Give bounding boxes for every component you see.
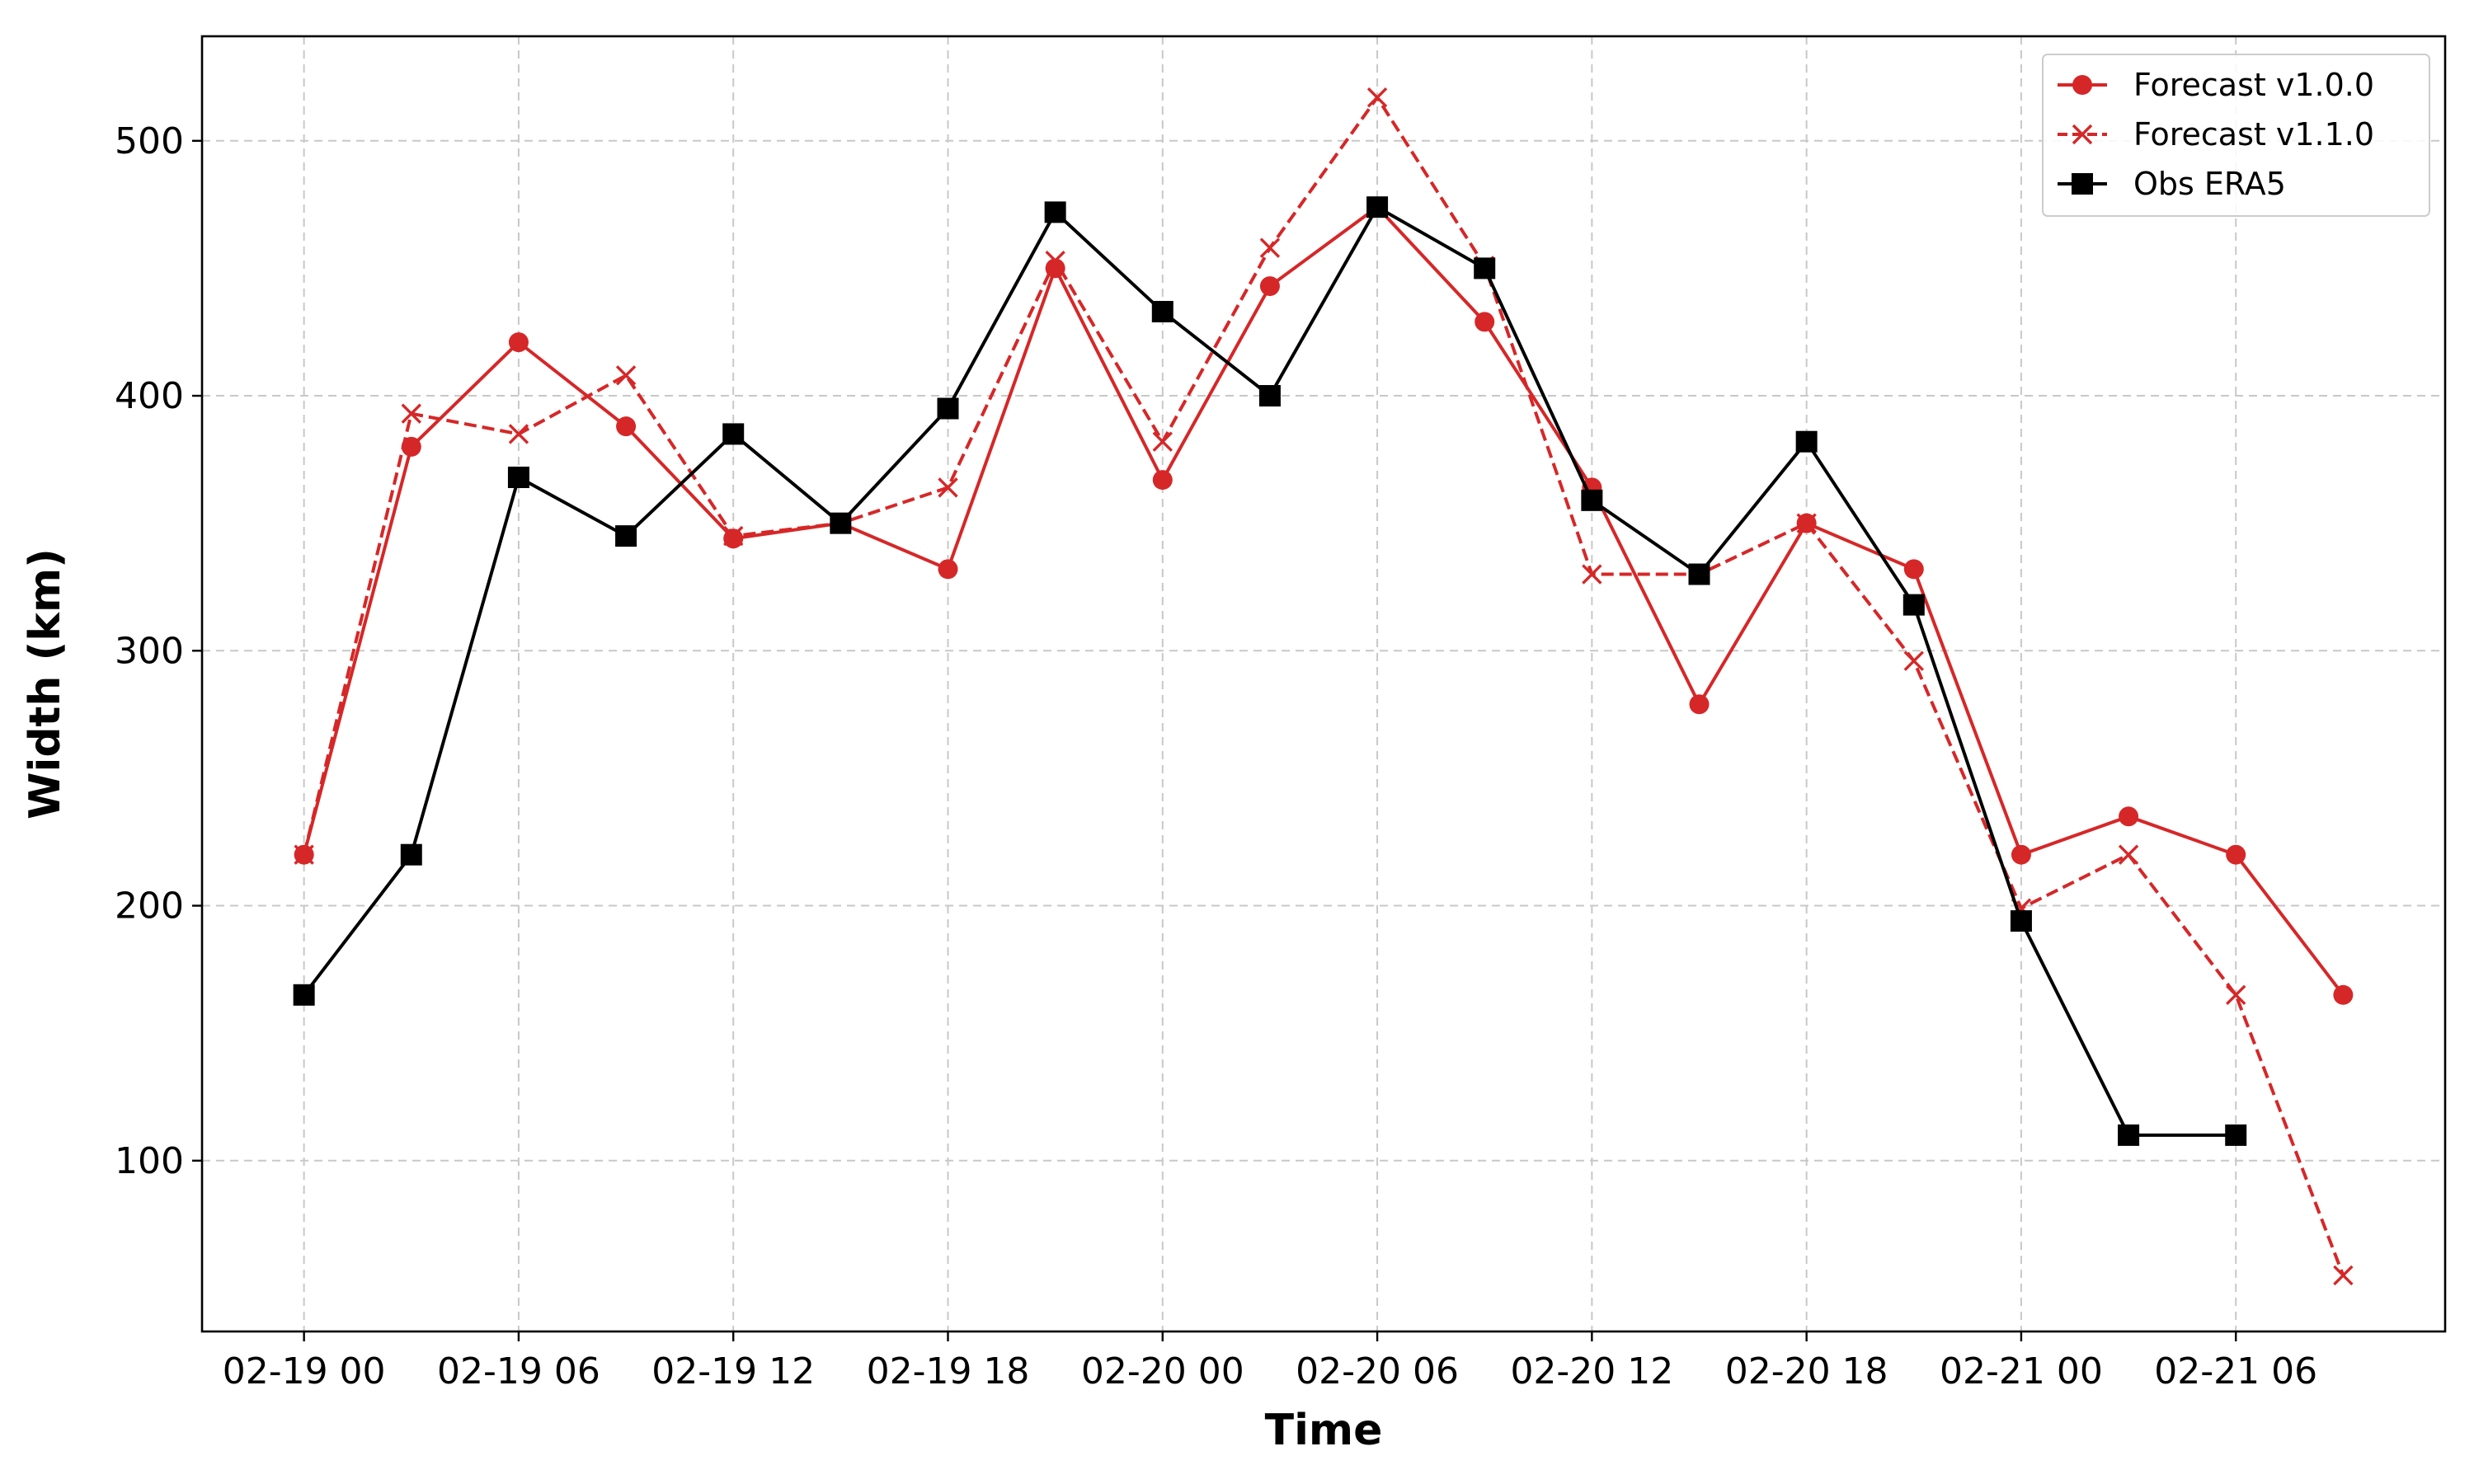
series-1 xyxy=(294,197,2354,1005)
data-point xyxy=(723,528,744,549)
data-point xyxy=(2119,806,2139,827)
data-point xyxy=(1045,250,1065,271)
x-tick-label: 02-21 06 xyxy=(2154,1350,2317,1392)
legend-item: Obs ERA5 xyxy=(2058,166,2286,202)
data-point xyxy=(937,397,959,420)
legend-marker xyxy=(2072,124,2093,145)
data-point xyxy=(1259,276,1280,297)
data-point xyxy=(615,365,637,386)
axis-ticks: 100 200 300 400 500 02-19 00 02-19 06 02-19 12 0… xyxy=(115,120,2317,1392)
data-point xyxy=(723,525,744,547)
data-point xyxy=(1259,237,1281,258)
data-point xyxy=(401,403,421,424)
y-tick-label: 200 xyxy=(115,885,184,928)
data-point xyxy=(2226,844,2246,865)
data-point xyxy=(1366,87,1388,108)
y-axis-title: Width (km) xyxy=(21,548,70,819)
data-point xyxy=(508,332,529,353)
data-point xyxy=(722,423,745,445)
data-point xyxy=(1903,559,1924,580)
data-point xyxy=(1045,258,1065,279)
data-point xyxy=(938,477,958,498)
series-2 xyxy=(294,87,2354,1286)
x-tick-label: 02-21 00 xyxy=(1940,1350,2103,1392)
data-point xyxy=(1688,563,1710,585)
legend-marker xyxy=(2072,75,2092,95)
data-point xyxy=(2226,984,2246,1005)
data-point xyxy=(2118,1124,2140,1146)
data-point xyxy=(1689,694,1710,715)
series-line xyxy=(302,205,2345,997)
x-tick-label: 02-20 18 xyxy=(1725,1350,1888,1392)
legend-box xyxy=(2042,54,2430,217)
data-point xyxy=(508,424,529,444)
data-point xyxy=(294,844,314,865)
data-point xyxy=(1258,385,1281,407)
x-tick-label: 02-19 18 xyxy=(867,1350,1030,1392)
data-point xyxy=(616,416,637,437)
data-point xyxy=(938,559,958,580)
x-tick-label: 02-19 00 xyxy=(223,1350,386,1392)
data-point xyxy=(1475,312,1495,332)
x-tick-label: 02-20 06 xyxy=(1296,1350,1459,1392)
grid xyxy=(202,36,2445,1331)
data-point xyxy=(2010,910,2032,932)
data-point xyxy=(2333,1265,2354,1286)
series-line xyxy=(302,96,2345,1276)
data-point xyxy=(1152,470,1173,491)
data-point xyxy=(615,525,637,547)
series-3 xyxy=(293,196,2247,1146)
y-tick-label: 100 xyxy=(115,1140,184,1182)
x-tick-label: 02-20 12 xyxy=(1510,1350,1673,1392)
data-point xyxy=(507,467,529,489)
legend-item: Forecast v1.1.0 xyxy=(2058,116,2374,153)
legend: Forecast v1.0.0 Forecast v1.1.0 Obs ERA5 xyxy=(2042,54,2430,217)
data-point xyxy=(1903,594,1925,616)
data-point xyxy=(1795,430,1818,453)
y-tick-label: 500 xyxy=(115,120,184,162)
data-point xyxy=(1903,650,1924,671)
data-point xyxy=(1366,196,1389,218)
x-tick-label: 02-20 00 xyxy=(1081,1350,1244,1392)
data-point xyxy=(1582,564,1602,585)
legend-label: Forecast v1.1.0 xyxy=(2133,116,2374,153)
data-point xyxy=(2118,844,2139,865)
data-point xyxy=(1796,513,1817,533)
data-point xyxy=(401,436,421,457)
data-point xyxy=(1151,300,1174,322)
data-point xyxy=(1044,201,1066,223)
legend-item: Forecast v1.0.0 xyxy=(2058,67,2374,103)
data-point xyxy=(400,843,422,866)
legend-marker xyxy=(2072,173,2093,195)
data-point xyxy=(293,984,315,1006)
legend-label: Obs ERA5 xyxy=(2133,166,2286,202)
x-tick-label: 02-19 06 xyxy=(437,1350,600,1392)
legend-label: Forecast v1.0.0 xyxy=(2133,67,2374,103)
x-tick-label: 02-19 12 xyxy=(651,1350,815,1392)
data-point xyxy=(1581,489,1603,511)
series-line xyxy=(303,205,2236,1137)
data-point xyxy=(2333,984,2354,1005)
data-point xyxy=(2011,844,2031,865)
plot-frame xyxy=(200,35,2447,1333)
data-point xyxy=(1474,257,1496,279)
data-point xyxy=(830,512,852,534)
x-axis-title: Time xyxy=(1265,1406,1383,1455)
data-point xyxy=(2225,1124,2247,1146)
y-tick-label: 400 xyxy=(115,375,184,417)
series-layer xyxy=(293,87,2354,1286)
y-tick-label: 300 xyxy=(115,630,184,672)
data-point xyxy=(1152,431,1173,452)
